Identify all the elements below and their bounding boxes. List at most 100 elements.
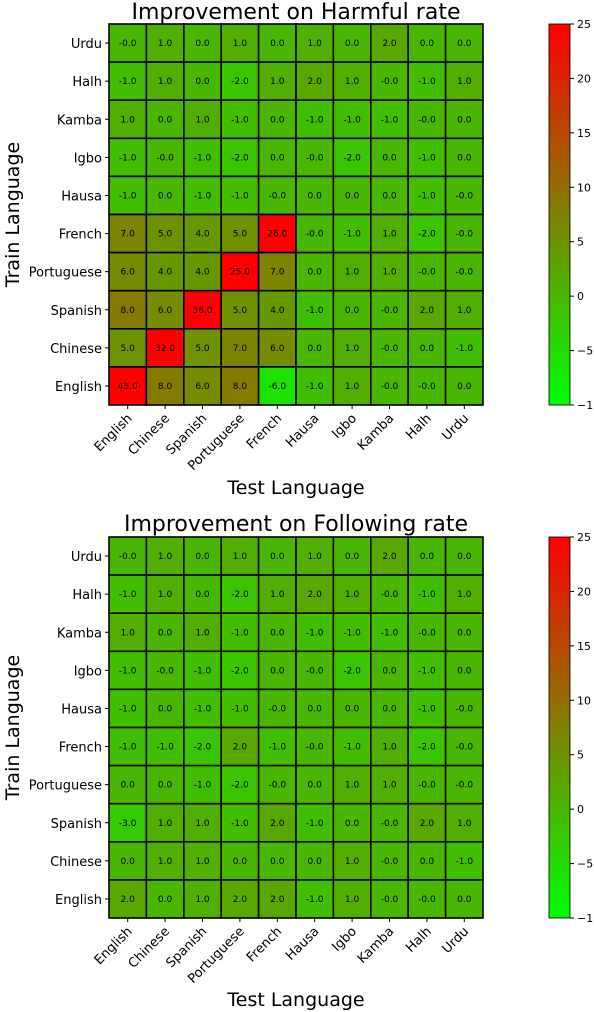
- chart1-cell-label: 25.0: [230, 268, 250, 278]
- chart1-cell: [332, 366, 372, 406]
- chart1-x-tick-label: Urdu: [440, 411, 473, 444]
- chart1-y-tick-label: Portuguese: [29, 266, 102, 281]
- chart1-cell: [145, 61, 185, 101]
- chart1-cell: [332, 99, 372, 140]
- chart1-cell-label: 6.0: [270, 344, 285, 354]
- chart2-cell: [369, 840, 409, 881]
- chart2-cell-label: -2.0: [418, 743, 436, 753]
- chart1-cell-label: 0.0: [457, 39, 472, 49]
- chart2-cell-label: 0.0: [420, 857, 435, 867]
- chart1-cell: [257, 213, 297, 254]
- chart2-cell: [407, 574, 447, 614]
- chart1-cell-label: 7.0: [121, 230, 136, 240]
- chart2-cell: [407, 840, 447, 881]
- chart2-cell-label: 1.0: [233, 552, 248, 562]
- chart1-group: Improvement on Harmful rate -0.0 1.0 0.0 1.0…: [2, 0, 594, 499]
- chart1-colorbar-tick-label: 5: [577, 236, 584, 249]
- chart2-cell-label: 1.0: [270, 590, 285, 600]
- chart2-cell-label: -1.0: [418, 590, 436, 600]
- chart2-cell-label: 2.0: [270, 895, 285, 905]
- chart1-cell-label: 26.0: [267, 230, 287, 240]
- chart1-cell-label: -0.0: [418, 382, 436, 392]
- chart2-cell-label: -0.0: [269, 781, 287, 791]
- chart1-cell: [369, 366, 409, 406]
- chart2-y-axis-label: Train Language: [2, 655, 24, 801]
- chart1-cell: [183, 213, 223, 254]
- chart2-cell-label: 0.0: [420, 552, 435, 562]
- chart1-cell: [295, 61, 335, 101]
- chart2-colorbar-tick-label: 0: [577, 803, 584, 816]
- chart1-cell: [108, 251, 148, 292]
- chart1-cell: [407, 366, 447, 406]
- chart1-cell-label: 1.0: [195, 115, 210, 125]
- chart2-cell-label: -1.0: [231, 628, 249, 638]
- chart2-cell-label: -0.0: [418, 628, 436, 638]
- chart1-cell-label: 0.0: [457, 153, 472, 163]
- chart1-cell-label: 6.0: [195, 382, 210, 392]
- chart2-cell-label: -1.0: [343, 628, 361, 638]
- chart1-colorbar-tick-label: 15: [577, 127, 591, 140]
- chart2-cell-label: 1.0: [457, 590, 472, 600]
- chart1-cell: [220, 213, 260, 254]
- chart2-cell: [295, 840, 335, 881]
- chart1-cell-label: 5.0: [195, 344, 210, 354]
- chart1-cell-label: -2.0: [231, 77, 249, 87]
- chart1-x-tick-label: French: [244, 411, 285, 452]
- chart2-cell: [295, 879, 335, 919]
- chart1-cell-label: 0.0: [308, 344, 323, 354]
- chart1-cell: [444, 23, 484, 63]
- chart1-y-tick-label: English: [55, 380, 102, 395]
- chart2-cell: [145, 574, 185, 614]
- chart2-cell-label: -1.0: [231, 704, 249, 714]
- chart2-y-tick-label: Hausa: [61, 702, 102, 717]
- chart1-cell-label: 0.0: [158, 191, 173, 201]
- chart1-cell-label: 0.0: [270, 39, 285, 49]
- chart1-cell-label: -1.0: [418, 191, 436, 201]
- chart1-cell-label: -2.0: [343, 153, 361, 163]
- chart1-cell: [369, 327, 409, 368]
- chart1-cell: [295, 366, 335, 406]
- chart1-colorbar-tick-label: 20: [577, 72, 591, 85]
- chart1-cell-label: -1.0: [381, 115, 399, 125]
- chart1-cell-label: 1.0: [345, 344, 360, 354]
- chart2-cell-label: -1.0: [156, 743, 174, 753]
- chart2-y-tick-label: Kamba: [57, 626, 102, 641]
- chart1-cell: [108, 366, 148, 406]
- chart1-cell-label: -1.0: [306, 306, 324, 316]
- chart2-cell-label: -0.0: [119, 552, 137, 562]
- chart2-cell-label: 0.0: [270, 857, 285, 867]
- chart2-cell-label: 1.0: [308, 552, 323, 562]
- chart1-colorbar-tick-label: −5: [577, 345, 593, 358]
- chart1-cell-label: 0.0: [308, 268, 323, 278]
- chart2-cell-label: 0.0: [158, 704, 173, 714]
- chart2-cell-label: -2.0: [231, 590, 249, 600]
- chart1-cell-label: 8.0: [158, 382, 173, 392]
- chart2-y-tick-label: English: [55, 893, 102, 908]
- chart1-cell-label: -0.0: [456, 191, 474, 201]
- chart2-cell-label: 0.0: [158, 781, 173, 791]
- chart1-cell-label: 4.0: [195, 230, 210, 240]
- chart1-cell: [257, 289, 297, 330]
- chart1-x-tick-label: Hausa: [283, 411, 322, 450]
- chart1-colorbar-tick-label: 10: [577, 181, 591, 194]
- chart1-cell-label: 4.0: [270, 306, 285, 316]
- chart1-cell-label: 1.0: [270, 77, 285, 87]
- chart1-cell-label: 7.0: [233, 344, 248, 354]
- chart1-cell: [407, 213, 447, 254]
- chart1-cell-label: -0.0: [418, 268, 436, 278]
- chart2-cell-label: 2.0: [270, 819, 285, 829]
- chart2-colorbar-tick-label: 5: [577, 749, 584, 762]
- chart1-cell-label: 1.0: [345, 77, 360, 87]
- chart1-cell: [332, 327, 372, 368]
- chart1-cell-label: 1.0: [158, 39, 173, 49]
- chart2-cell: [295, 650, 335, 691]
- chart1-cell: [220, 61, 260, 101]
- chart2-cell: [257, 688, 297, 729]
- chart2-cell: [444, 612, 484, 653]
- chart1-cell: [369, 23, 409, 63]
- chart1-cell-label: 6.0: [121, 268, 136, 278]
- chart1-cell: [295, 251, 335, 292]
- chart1-cell: [444, 61, 484, 101]
- chart1-cell-label: -0.0: [381, 306, 399, 316]
